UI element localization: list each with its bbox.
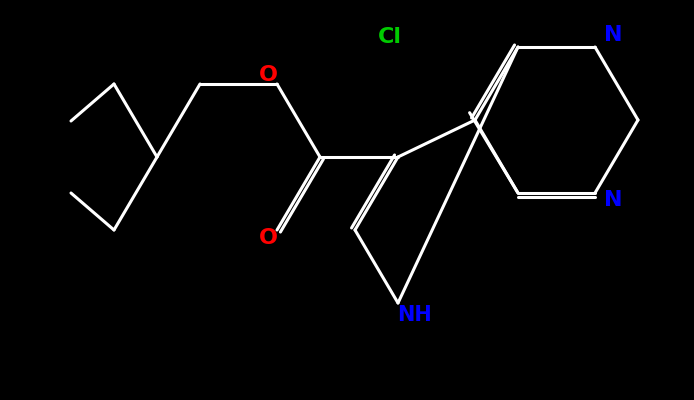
Text: N: N bbox=[604, 190, 623, 210]
Text: Cl: Cl bbox=[378, 27, 402, 47]
Text: O: O bbox=[258, 228, 278, 248]
Text: NH: NH bbox=[398, 305, 432, 325]
Text: O: O bbox=[258, 65, 278, 85]
Text: N: N bbox=[604, 25, 623, 45]
